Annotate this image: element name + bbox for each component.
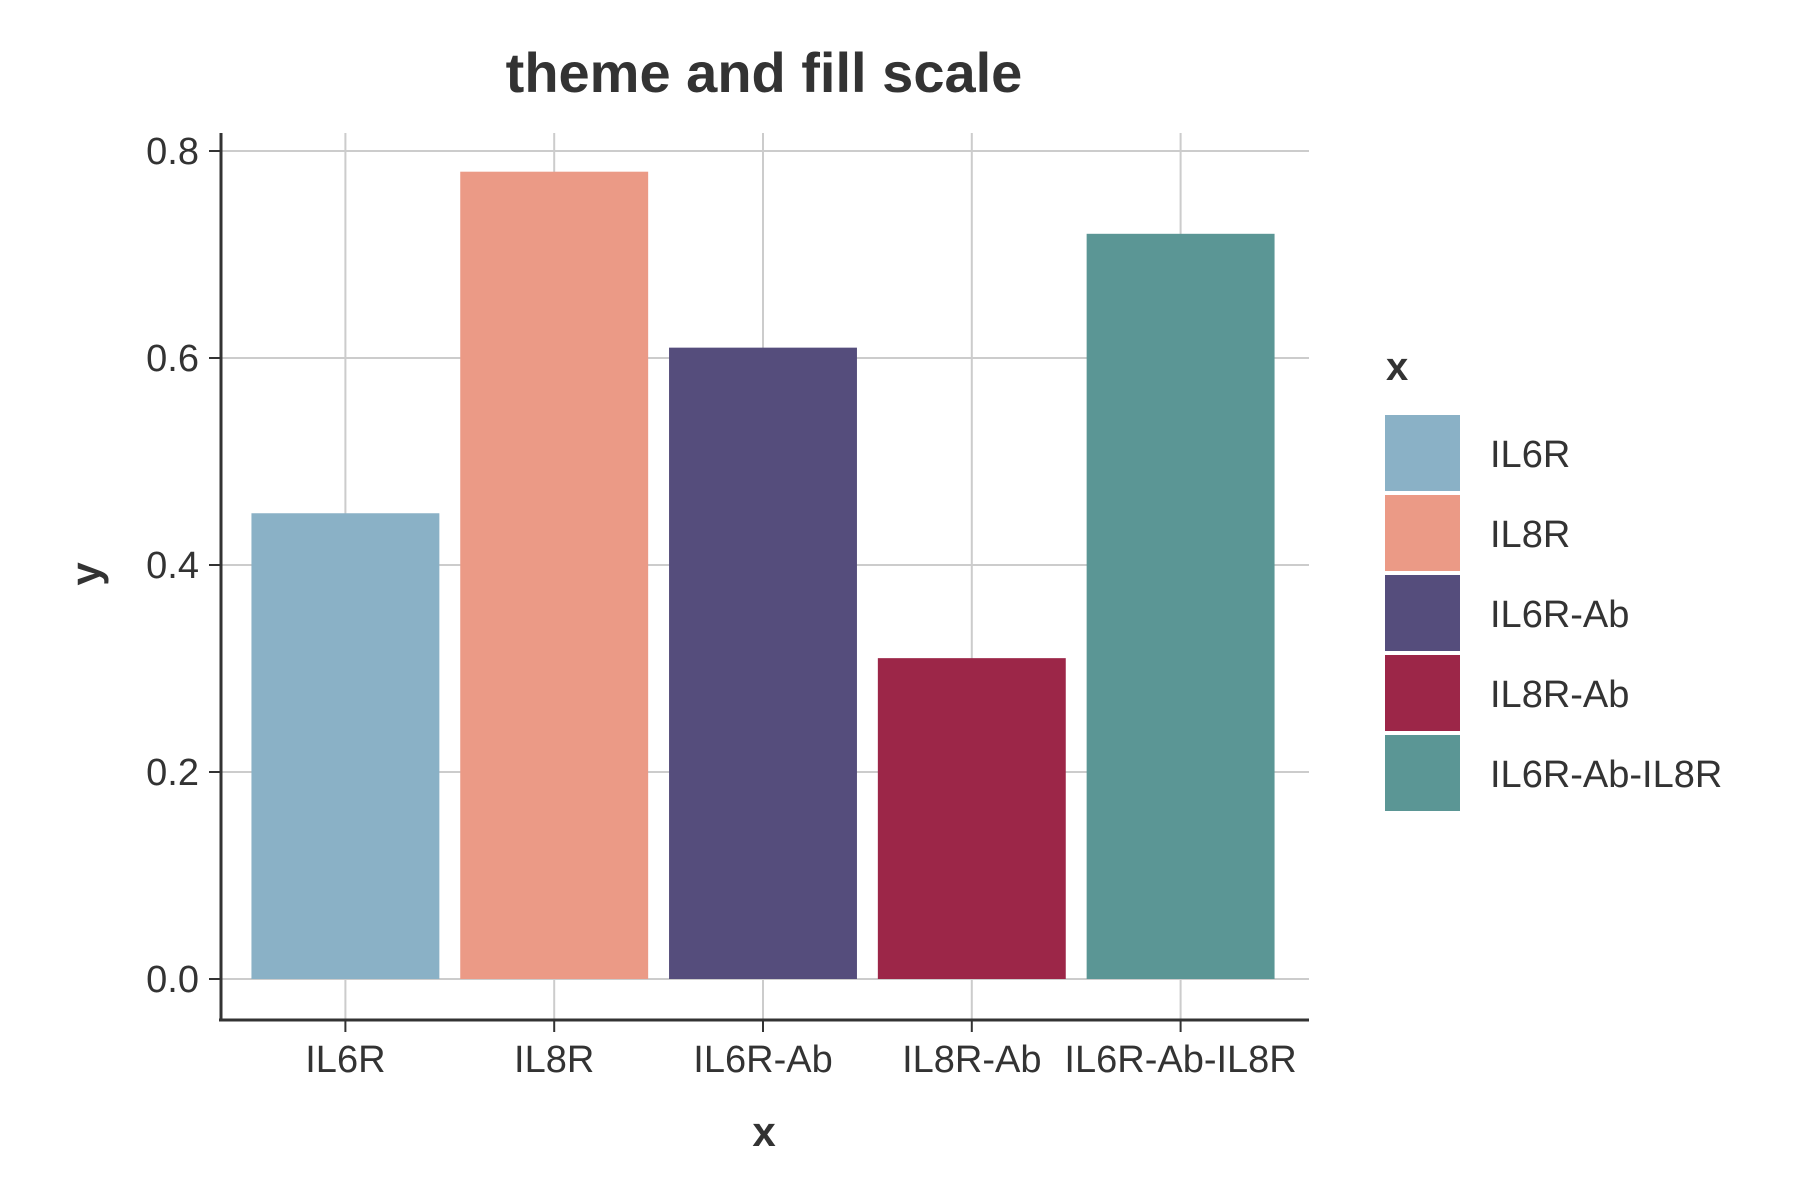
chart-title: theme and fill scale	[506, 41, 1023, 104]
y-tick-label: 0.0	[146, 959, 199, 1001]
bar-il6r-ab	[669, 347, 857, 979]
y-axis-title: y	[62, 562, 109, 586]
x-ticks: IL6R IL8R IL6R-Ab IL8R-Ab IL6R-Ab-IL8R	[305, 1020, 1297, 1081]
legend-items: IL6R IL8R IL6R-Ab IL8R-Ab IL6R-Ab-IL8R	[1385, 415, 1722, 811]
legend-key	[1385, 735, 1460, 811]
legend-title: x	[1386, 345, 1408, 389]
y-ticks: 0.0 0.2 0.4 0.6 0.8	[146, 131, 221, 1001]
x-tick-label: IL6R	[305, 1039, 385, 1081]
legend-key	[1385, 575, 1460, 651]
x-tick-label: IL8R	[514, 1039, 594, 1081]
bar-il8r	[460, 171, 649, 979]
legend-label: IL6R	[1490, 434, 1570, 476]
x-tick-label: IL6R-Ab-IL8R	[1064, 1039, 1296, 1081]
bar-il6r	[251, 513, 440, 979]
y-tick-label: 0.2	[146, 752, 199, 794]
legend-label: IL8R-Ab	[1490, 674, 1629, 716]
legend-label: IL6R-Ab-IL8R	[1490, 754, 1722, 796]
bar-il8r-ab	[877, 658, 1066, 979]
legend-key	[1385, 415, 1460, 491]
legend: x IL6R IL8R IL6R-Ab IL8R-Ab IL6R-Ab-IL8R	[1385, 345, 1722, 811]
legend-key	[1385, 655, 1460, 731]
y-tick-label: 0.8	[146, 131, 199, 173]
legend-key	[1385, 495, 1460, 571]
x-tick-label: IL8R-Ab	[902, 1039, 1041, 1081]
bars	[251, 171, 1275, 980]
x-axis-title: x	[752, 1108, 776, 1155]
legend-label: IL6R-Ab	[1490, 594, 1629, 636]
x-tick-label: IL6R-Ab	[693, 1039, 832, 1081]
legend-label: IL8R	[1490, 514, 1570, 556]
y-tick-label: 0.4	[146, 545, 199, 587]
bar-il6r-ab-il8r	[1086, 233, 1275, 980]
y-tick-label: 0.6	[146, 338, 199, 380]
